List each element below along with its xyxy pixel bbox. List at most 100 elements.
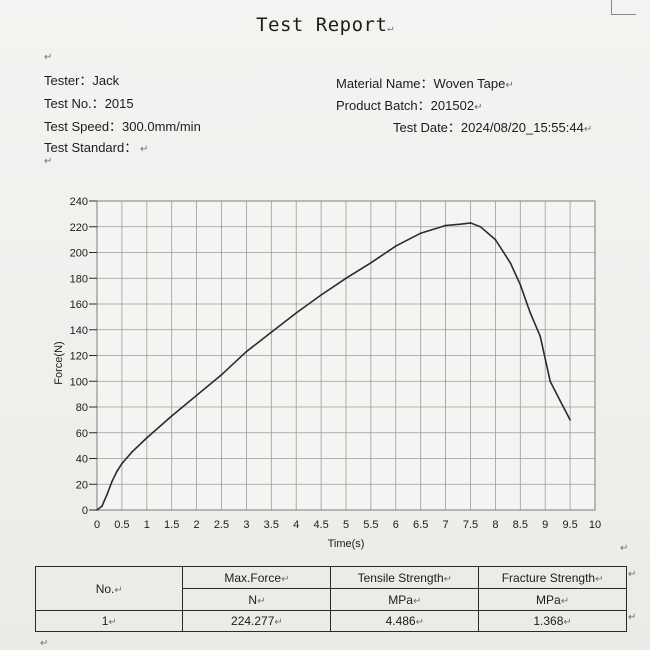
x-tick-label: 3.5 xyxy=(264,519,279,531)
paragraph-mark-icon: ↵ xyxy=(412,595,422,607)
data-point xyxy=(101,505,103,507)
tester-label: Tester： xyxy=(44,73,93,88)
test-no-field: Test No.：2015 xyxy=(44,93,134,112)
test-speed-field: Test Speed：300.0mm/min xyxy=(44,116,201,135)
x-tick-label: 7 xyxy=(443,519,449,531)
paragraph-mark-icon: ↵ xyxy=(274,617,283,628)
paragraph-mark-icon: ↵ xyxy=(44,156,53,167)
x-tick-label: 0.5 xyxy=(114,519,129,531)
y-tick-label: 0 xyxy=(82,505,88,517)
header-tensile-strength-label: Tensile Strength xyxy=(357,570,444,585)
product-batch-label: Product Batch： xyxy=(336,98,431,113)
x-tick-label: 8 xyxy=(492,519,498,531)
x-tick-label: 5 xyxy=(343,519,349,531)
test-date-value: 2024/08/20_15:55:44 xyxy=(460,120,584,135)
unit-max-force: N xyxy=(248,592,258,607)
data-point xyxy=(111,480,113,483)
x-tick-label: 0 xyxy=(94,519,100,531)
force-time-chart: 0 20 40 60 80 100 120 140 160 180 200 220 240 0 0.5 1 1… xyxy=(53,196,601,550)
paragraph-mark-icon: ↵ xyxy=(40,638,49,649)
data-point xyxy=(444,224,447,227)
paragraph-mark-icon: ↵ xyxy=(257,595,266,607)
data-point xyxy=(320,294,322,296)
paragraph-mark-icon: ↵ xyxy=(415,617,424,628)
y-axis-ticks: 0 20 40 60 80 100 120 140 160 180 200 220 240 xyxy=(70,196,97,517)
report-title-text: Test Report xyxy=(256,14,388,36)
data-point xyxy=(195,394,198,397)
y-tick-label: 80 xyxy=(76,402,88,414)
data-point xyxy=(419,232,422,234)
test-speed-value: 300.0mm/min xyxy=(122,119,201,134)
header-cell-tensile-strength: Tensile Strength↵ xyxy=(330,566,480,589)
x-tick-label: 3 xyxy=(243,519,249,531)
cell-tensile-strength: 4.486↵ xyxy=(330,610,480,632)
paragraph-mark-icon: ↵ xyxy=(114,584,123,596)
results-table: No.↵ Max.Force↵ Tensile Strength↵ Fractu… xyxy=(34,566,627,632)
data-point xyxy=(106,493,108,496)
y-tick-label: 60 xyxy=(76,428,88,440)
header-max-force-label: Max.Force xyxy=(224,570,282,585)
data-point xyxy=(245,350,248,353)
data-point xyxy=(370,262,372,264)
header-cell-fracture-strength: Fracture Strength↵ xyxy=(478,566,627,589)
data-point xyxy=(170,415,173,417)
material-name-value: Woven Tape xyxy=(433,76,506,91)
paragraph-mark-icon: ↵ xyxy=(620,543,629,554)
x-tick-label: 1.5 xyxy=(164,519,179,531)
y-tick-label: 160 xyxy=(70,299,88,311)
y-tick-label: 180 xyxy=(70,273,88,285)
data-point xyxy=(295,312,298,314)
unit-cell-fracture-strength: MPa↵ xyxy=(478,588,627,611)
paragraph-mark-icon: ↵ xyxy=(281,573,290,585)
header-cell-max-force: Max.Force↵ xyxy=(182,566,332,589)
data-point xyxy=(146,437,148,439)
tester-value: Jack xyxy=(92,73,120,88)
cell-max-force-value: 224.277 xyxy=(231,614,275,628)
x-tick-label: 5.5 xyxy=(363,519,378,531)
data-point xyxy=(131,451,133,453)
data-point xyxy=(220,374,223,376)
data-point xyxy=(529,312,532,314)
y-tick-label: 200 xyxy=(70,248,88,260)
test-no-value: 2015 xyxy=(104,96,134,111)
paragraph-mark-icon: ↵ xyxy=(443,573,453,585)
x-tick-label: 2.5 xyxy=(214,519,229,531)
unit-tensile-strength: MPa xyxy=(388,592,413,607)
x-tick-label: 8.5 xyxy=(513,519,528,531)
x-axis-title: Time(s) xyxy=(328,538,365,550)
paragraph-mark-icon: ↵ xyxy=(628,569,637,580)
x-tick-label: 10 xyxy=(589,519,601,531)
x-tick-label: 6.5 xyxy=(413,519,428,531)
x-tick-label: 9 xyxy=(542,519,548,531)
data-point xyxy=(395,245,397,247)
product-batch-value: 201502 xyxy=(430,98,475,113)
x-tick-label: 9.5 xyxy=(562,519,577,531)
product-batch-field: Product Batch：201502↵ xyxy=(336,95,482,114)
y-tick-label: 120 xyxy=(70,351,88,363)
page-corner-mark xyxy=(611,0,636,15)
cell-fracture-strength-value: 1.368 xyxy=(533,614,564,628)
y-tick-label: 20 xyxy=(76,479,88,491)
y-tick-label: 100 xyxy=(70,376,88,388)
unit-cell-tensile-strength: MPa↵ xyxy=(330,588,480,611)
data-point xyxy=(121,462,123,465)
test-date-label: Test Date： xyxy=(393,120,461,135)
unit-cell-max-force: N↵ xyxy=(182,588,332,611)
test-speed-label: Test Speed： xyxy=(44,119,123,134)
data-point xyxy=(345,277,347,280)
header-no-label: No. xyxy=(95,581,115,596)
cell-no: 1↵ xyxy=(34,610,184,632)
report-title: Test Report↵ xyxy=(0,14,650,36)
paragraph-mark-icon: ↵ xyxy=(137,144,149,155)
x-tick-label: 7.5 xyxy=(463,519,478,531)
x-tick-label: 2 xyxy=(194,519,200,531)
tester-field: Tester：Jack xyxy=(44,70,119,89)
data-point xyxy=(519,283,522,286)
cell-fracture-strength: 1.368↵ xyxy=(478,610,627,632)
y-axis-title: Force(N) xyxy=(53,341,65,384)
data-point xyxy=(549,380,551,383)
paragraph-mark-icon: ↵ xyxy=(563,617,572,628)
test-standard-label: Test Standard： xyxy=(44,140,138,155)
x-tick-label: 4.5 xyxy=(313,519,328,531)
